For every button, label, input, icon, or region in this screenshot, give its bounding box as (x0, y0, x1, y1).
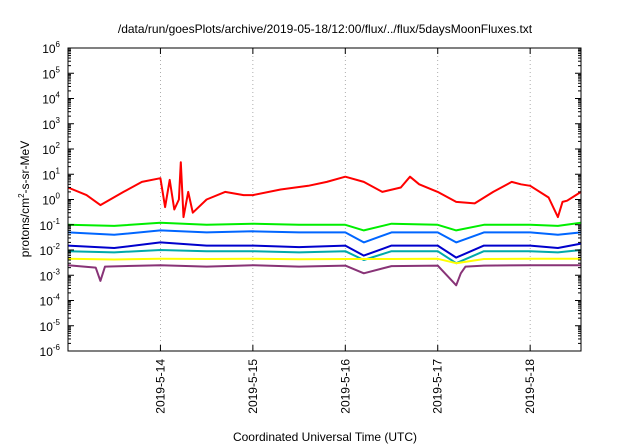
x-axis: 2019-5-14 2019-5-15 2019-5-16 2019-5-17 2019… (153, 48, 537, 414)
x-tick-label: 2019-5-18 (523, 359, 537, 414)
x-axis-label: Coordinated Universal Time (UTC) (233, 430, 417, 444)
y-tick-label: 10-3 (40, 267, 61, 283)
chart-title: /data/run/goesPlots/archive/2019-05-18/1… (118, 22, 533, 36)
y-tick-label: 10-6 (40, 343, 61, 359)
y-tick-label: 10-1 (40, 217, 61, 233)
y-tick-label: 10-5 (40, 318, 61, 334)
series-line (67, 249, 582, 265)
y-tick-label: 101 (42, 166, 60, 182)
series-line (67, 161, 582, 219)
plot-frame (67, 47, 582, 352)
y-axis-label-rest: -s-sr-MeV (18, 141, 32, 194)
data-series (67, 161, 582, 287)
y-tick-label: 102 (42, 141, 60, 157)
gridlines (160, 48, 531, 351)
x-tick-label: 2019-5-14 (153, 359, 167, 414)
y-tick-label: 106 (42, 40, 60, 56)
y-tick-label: 100 (42, 192, 60, 208)
y-axis-label: protons/cm2-s-sr-MeV (17, 141, 32, 257)
y-tick-label: 10-4 (40, 293, 61, 309)
x-tick-label: 2019-5-17 (431, 359, 445, 414)
y-axis: 10-6 10-5 10-4 10-3 10-2 10-1 100 101 102 103 104 1… (40, 40, 581, 359)
y-tick-label: 103 (42, 116, 60, 132)
y-axis-label-sup: 2 (17, 193, 26, 198)
series-line (67, 257, 581, 265)
y-tick-label: 105 (42, 65, 60, 81)
series-line (67, 264, 581, 287)
series-line (67, 241, 582, 259)
series-line (67, 229, 582, 244)
y-tick-label: 10-2 (40, 242, 61, 258)
y-tick-label: 104 (42, 91, 60, 107)
y-axis-label-base: protons/cm (18, 198, 32, 257)
x-tick-label: 2019-5-15 (246, 359, 260, 414)
series-line (67, 221, 582, 232)
x-tick-label: 2019-5-16 (338, 359, 352, 414)
